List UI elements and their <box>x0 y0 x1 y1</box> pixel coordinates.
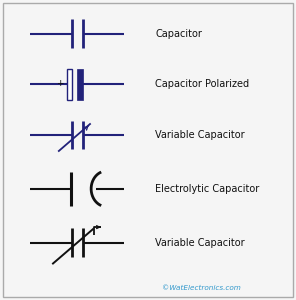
Bar <box>77 69 83 100</box>
Bar <box>67 69 72 100</box>
Text: Capacitor Polarized: Capacitor Polarized <box>155 79 250 89</box>
Text: Capacitor: Capacitor <box>155 28 202 38</box>
Text: ©WatElectronics.com: ©WatElectronics.com <box>162 285 240 291</box>
Text: Variable Capacitor: Variable Capacitor <box>155 130 245 140</box>
Text: Variable Capacitor: Variable Capacitor <box>155 238 245 248</box>
Text: +: + <box>57 79 64 88</box>
Text: Electrolytic Capacitor: Electrolytic Capacitor <box>155 184 260 194</box>
